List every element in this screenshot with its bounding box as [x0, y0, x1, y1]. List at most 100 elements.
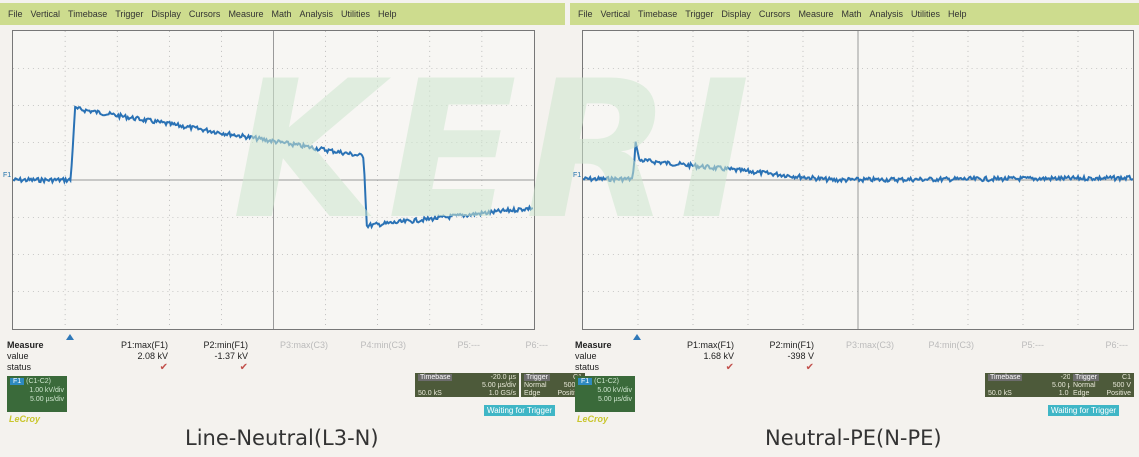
- channel-vdiv: 5.00 kV/div: [597, 387, 632, 394]
- param-p2[interactable]: P2:min(F1) -398 V ✔: [756, 340, 814, 373]
- param-name: P6:---: [525, 340, 549, 350]
- graticule: [13, 31, 534, 329]
- param-p3[interactable]: P3:max(C3): [270, 340, 328, 351]
- trigger-status: Waiting for Trigger: [1048, 405, 1120, 416]
- scope-right: File Vertical Timebase Trigger Display C…: [570, 0, 1139, 457]
- param-name: P2:min(F1): [203, 340, 248, 350]
- waveform-grid: [583, 31, 1133, 329]
- menu-analysis[interactable]: Analysis: [869, 9, 903, 19]
- status-check-icon: ✔: [805, 362, 814, 373]
- param-p5[interactable]: P5:---: [440, 340, 481, 351]
- menu-utilities[interactable]: Utilities: [340, 9, 370, 19]
- param-name: P2:min(F1): [769, 340, 814, 350]
- param-value: 1.68 kV: [703, 351, 734, 361]
- param-name: P1:max(F1): [120, 340, 168, 350]
- timebase-samples: 50.0 kS: [988, 390, 1012, 397]
- measure-value-label: value: [575, 351, 597, 361]
- channel-tag: F1: [578, 378, 593, 385]
- param-p1[interactable]: P1:max(F1) 2.08 kV ✔: [112, 340, 168, 373]
- channel-source: (C1-C2): [26, 378, 52, 385]
- param-value: 2.08 kV: [137, 351, 168, 361]
- measure-title: Measure: [575, 340, 612, 350]
- menu-vertical[interactable]: Vertical: [600, 9, 631, 19]
- figure-caption: Neutral-PE(N-PE): [765, 426, 942, 450]
- menu-timebase[interactable]: Timebase: [638, 9, 678, 19]
- param-p6[interactable]: P6:---: [1088, 340, 1129, 351]
- param-p6[interactable]: P6:---: [508, 340, 549, 351]
- param-name: P3:max(C3): [279, 340, 328, 350]
- timebase-title: Timebase: [988, 374, 1023, 381]
- channel-tag: F1: [10, 378, 25, 385]
- channel-descriptor-box[interactable]: F1 (C1-C2) 1.00 kV/div 5.00 µs/div: [7, 376, 67, 412]
- menu-bar: File Vertical Timebase Trigger Display C…: [0, 3, 565, 25]
- menu-timebase[interactable]: Timebase: [68, 9, 108, 19]
- menu-file[interactable]: File: [578, 9, 593, 19]
- param-p3[interactable]: P3:max(C3): [836, 340, 894, 351]
- timebase-per-div: 5.00 µs/div: [482, 382, 516, 389]
- channel-marker: F1: [3, 172, 12, 179]
- trigger-slope: Positive: [557, 390, 582, 397]
- scope-left: File Vertical Timebase Trigger Display C…: [0, 0, 585, 457]
- param-name: P6:---: [1105, 340, 1129, 350]
- menu-help[interactable]: Help: [948, 9, 967, 19]
- menu-utilities[interactable]: Utilities: [910, 9, 940, 19]
- param-p1[interactable]: P1:max(F1) 1.68 kV ✔: [678, 340, 734, 373]
- menu-cursors[interactable]: Cursors: [758, 9, 791, 19]
- measure-labels: Measure value status: [7, 340, 44, 373]
- menu-analysis[interactable]: Analysis: [299, 9, 333, 19]
- menu-help[interactable]: Help: [378, 9, 397, 19]
- menu-measure[interactable]: Measure: [228, 9, 264, 19]
- measure-labels: Measure value status: [575, 340, 612, 373]
- brand-logo: LeCroy: [9, 414, 41, 424]
- param-name: P5:---: [1021, 340, 1045, 350]
- trigger-type: Edge: [524, 390, 541, 397]
- param-name: P1:max(F1): [686, 340, 734, 350]
- waveform-trace: [583, 141, 1133, 184]
- measure-title: Measure: [7, 340, 44, 350]
- trigger-position-marker[interactable]: [66, 334, 74, 340]
- menu-math[interactable]: Math: [271, 9, 292, 19]
- figure-caption: Line-Neutral(L3-N): [185, 426, 379, 450]
- param-value: -1.37 kV: [214, 351, 248, 361]
- channel-vdiv: 1.00 kV/div: [29, 387, 64, 394]
- trigger-level: 500 V: [1112, 382, 1131, 389]
- menu-trigger[interactable]: Trigger: [115, 9, 144, 19]
- measure-status-label: status: [575, 362, 600, 372]
- trigger-slope: Positive: [1106, 390, 1131, 397]
- trigger-position-marker[interactable]: [633, 334, 641, 340]
- channel-source: (C1-C2): [594, 378, 620, 385]
- param-p2[interactable]: P2:min(F1) -1.37 kV ✔: [188, 340, 248, 373]
- param-name: P3:max(C3): [845, 340, 894, 350]
- param-p5[interactable]: P5:---: [1004, 340, 1045, 351]
- menu-cursors[interactable]: Cursors: [188, 9, 221, 19]
- menu-display[interactable]: Display: [721, 9, 751, 19]
- param-p4[interactable]: P4:min(C3): [348, 340, 406, 351]
- param-p4[interactable]: P4:min(C3): [916, 340, 974, 351]
- channel-tdiv: 5.00 µs/div: [598, 396, 632, 403]
- param-name: P4:min(C3): [928, 340, 974, 350]
- timebase-title: Timebase: [418, 374, 453, 381]
- trigger-mode: Normal: [1073, 382, 1096, 389]
- status-check-icon: ✔: [159, 362, 168, 373]
- menu-measure[interactable]: Measure: [798, 9, 834, 19]
- timebase-offset: -20.0 µs: [490, 374, 516, 381]
- waveform-display[interactable]: [582, 30, 1134, 330]
- status-check-icon: ✔: [239, 362, 248, 373]
- waveform-display[interactable]: [12, 30, 535, 330]
- channel-marker: F1: [573, 172, 582, 179]
- menu-file[interactable]: File: [8, 9, 23, 19]
- status-check-icon: ✔: [725, 362, 734, 373]
- menu-math[interactable]: Math: [841, 9, 862, 19]
- waveform-grid: [13, 31, 534, 329]
- timebase-per-div: 5.00 µs/div: [1052, 382, 1086, 389]
- timebase-panel[interactable]: Timebase -20.0 µs 5.00 µs/div 50.0 kS 1.0…: [415, 373, 519, 397]
- channel-descriptor-box[interactable]: F1 (C1-C2) 5.00 kV/div 5.00 µs/div: [575, 376, 635, 412]
- trigger-level: 500 V: [563, 382, 582, 389]
- menu-trigger[interactable]: Trigger: [685, 9, 714, 19]
- trigger-status: Waiting for Trigger: [484, 405, 556, 416]
- menu-vertical[interactable]: Vertical: [30, 9, 61, 19]
- menu-display[interactable]: Display: [151, 9, 181, 19]
- brand-logo: LeCroy: [577, 414, 609, 424]
